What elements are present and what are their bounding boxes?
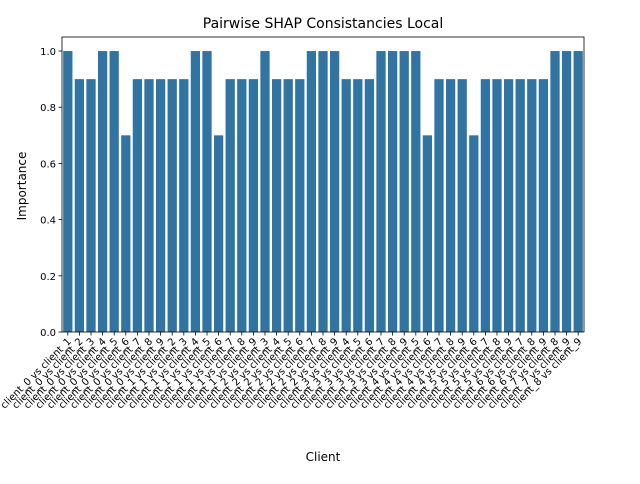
bar-36 xyxy=(480,79,491,332)
bar-29 xyxy=(399,51,409,333)
axes-spines xyxy=(61,36,585,333)
y-tick-label: 1.0 xyxy=(40,47,56,58)
bar-1 xyxy=(74,79,85,332)
bar-34 xyxy=(457,79,467,332)
bar-37 xyxy=(492,79,502,332)
bar-8 xyxy=(155,79,166,332)
bar-0 xyxy=(63,51,73,333)
bar-3 xyxy=(97,51,108,333)
bar-33 xyxy=(445,79,456,332)
bar-22 xyxy=(318,51,328,333)
bar-31 xyxy=(422,135,433,332)
bar-9 xyxy=(167,79,177,332)
bar-17 xyxy=(260,51,270,333)
bar-19 xyxy=(283,79,293,332)
bar-18 xyxy=(271,79,282,332)
bar-26 xyxy=(364,79,375,332)
bar-27 xyxy=(376,51,386,333)
bar-30 xyxy=(411,51,421,333)
bar-5 xyxy=(121,135,131,332)
bar-21 xyxy=(306,51,317,333)
bar-23 xyxy=(329,51,340,333)
y-axis-label: Importance xyxy=(15,152,29,221)
bar-4 xyxy=(109,51,119,333)
bars-group xyxy=(63,51,583,333)
bar-28 xyxy=(387,51,398,333)
bar-7 xyxy=(144,79,154,332)
bar-13 xyxy=(213,135,224,332)
y-tick-label: 0.8 xyxy=(40,103,56,114)
bar-6 xyxy=(132,79,143,332)
bar-42 xyxy=(550,51,560,333)
bar-39 xyxy=(515,79,525,332)
y-tick-label: 0.4 xyxy=(40,216,56,227)
bar-11 xyxy=(190,51,201,333)
bar-41 xyxy=(538,79,549,332)
bar-12 xyxy=(202,51,212,333)
bar-43 xyxy=(561,51,572,333)
x-axis-label: Client xyxy=(306,450,341,464)
bar-40 xyxy=(527,79,537,332)
y-ticks-group: 0.0 0.2 0.4 0.6 0.8 1.0 xyxy=(40,47,62,339)
bar-16 xyxy=(248,79,259,332)
bar-35 xyxy=(469,135,479,332)
bar-15 xyxy=(237,79,247,332)
bar-38 xyxy=(503,79,514,332)
y-tick-label: 0.0 xyxy=(40,328,56,339)
bar-10 xyxy=(179,79,189,332)
bar-2 xyxy=(86,79,96,332)
bar-14 xyxy=(225,79,235,332)
y-tick-label: 0.6 xyxy=(40,159,56,170)
bar-32 xyxy=(434,79,444,332)
bar-20 xyxy=(295,79,305,332)
axes-frame xyxy=(61,36,585,333)
chart-title: Pairwise SHAP Consistancies Local xyxy=(203,16,443,32)
y-tick-label: 0.2 xyxy=(40,272,56,283)
bar-44 xyxy=(573,51,583,333)
bar-25 xyxy=(353,79,363,332)
bar-24 xyxy=(341,79,351,332)
